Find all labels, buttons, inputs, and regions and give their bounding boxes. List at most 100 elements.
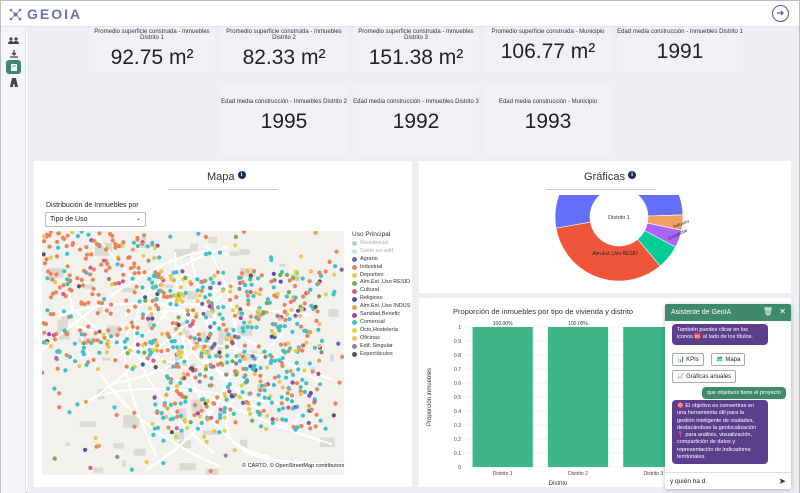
legend-item[interactable]: Residencial: [352, 240, 410, 248]
trash-icon[interactable]: 🗑: [762, 307, 773, 316]
map-point: [302, 389, 307, 394]
building: [203, 430, 219, 435]
legend-item[interactable]: Industrial: [352, 264, 410, 272]
map-point: [218, 412, 223, 417]
map-point: [256, 401, 261, 406]
y-tick-label: 0.8: [454, 353, 461, 359]
map-point: [203, 295, 208, 300]
map-point: [293, 348, 298, 354]
users-icon[interactable]: [6, 33, 21, 47]
map-point: [280, 356, 285, 361]
map-point: [70, 231, 75, 235]
map-point: [256, 392, 261, 397]
legend-dot: [352, 344, 357, 350]
map-point: [317, 358, 322, 363]
map-point: [331, 292, 336, 297]
distribution-select[interactable]: Tipo de Uso ⌄: [45, 212, 146, 227]
map-point: [283, 317, 288, 323]
map-point: [224, 337, 229, 342]
map-point: [286, 341, 291, 346]
map-point: [116, 256, 121, 262]
map-point: [144, 460, 149, 465]
map-point: [53, 280, 58, 285]
map-point: [333, 264, 338, 269]
map-point: [174, 299, 179, 304]
map-point: [300, 276, 305, 281]
map-point: [135, 243, 140, 249]
map-point: [132, 290, 137, 295]
legend-item[interactable]: Sanidad,Benefic: [352, 311, 410, 319]
map-point: [296, 367, 301, 372]
info-icon[interactable]: i: [628, 171, 637, 179]
map-point: [178, 285, 183, 290]
map-point: [153, 284, 159, 289]
building: [82, 284, 94, 289]
map-point: [150, 240, 155, 245]
legend-label: Industrial: [360, 263, 383, 270]
map-point: [256, 344, 261, 349]
map-point: [286, 290, 291, 295]
building: [163, 284, 173, 288]
map-view[interactable]: [42, 231, 344, 475]
close-icon[interactable]: ✕: [779, 307, 786, 316]
map-point: [115, 454, 120, 459]
legend-item[interactable]: Ocio,Hostelería: [352, 327, 410, 335]
map-point: [142, 350, 147, 355]
legend-item[interactable]: Cultural: [352, 287, 410, 295]
legend-item[interactable]: Oficinas: [352, 335, 410, 343]
map-point: [116, 243, 122, 249]
map-point: [173, 401, 178, 406]
legend-item[interactable]: Religioso: [352, 295, 410, 303]
kpi-value: 1992: [392, 110, 440, 133]
legend-item[interactable]: Comercial: [352, 319, 410, 327]
kpi-card: Promedio superficie construida - Inmuebl…: [89, 27, 215, 73]
map-point: [172, 339, 177, 344]
legend-label: Agrario: [360, 255, 378, 262]
map-point: [178, 354, 183, 360]
legend-item[interactable]: Deportivo: [352, 272, 410, 280]
map-point: [166, 425, 171, 430]
map-point: [275, 313, 280, 318]
map-point: [206, 299, 211, 304]
donut-slice: [554, 195, 601, 229]
map-point: [244, 379, 250, 384]
map-road-icon[interactable]: [6, 75, 21, 89]
map-point: [113, 358, 118, 363]
map-point: [159, 349, 164, 354]
legend-item[interactable]: Alm.Est.,Uso INDUS: [352, 303, 410, 311]
legend-dot: [352, 272, 357, 278]
mapa-chip[interactable]: 🗺️ Mapa: [711, 353, 746, 366]
legend-item[interactable]: Espectáculos: [352, 351, 410, 359]
distribution-label: Distribución de Inmuebles por: [46, 202, 139, 209]
bar-chart-title: Proporción de inmuebles por tipo de vivi…: [453, 307, 634, 316]
map-point: [153, 270, 158, 275]
map-point: [203, 234, 208, 240]
map-point: [168, 294, 173, 299]
download-icon[interactable]: [6, 47, 21, 61]
chevron-down-icon: ⌄: [135, 216, 141, 222]
legend-item[interactable]: Alm.Est.,Uso RESID: [352, 279, 410, 287]
logout-icon[interactable]: [772, 5, 789, 22]
map-point: [262, 349, 267, 354]
map-point: [176, 348, 182, 353]
map-point: [235, 335, 240, 340]
info-icon[interactable]: i: [237, 171, 246, 179]
send-icon[interactable]: ➤: [778, 476, 786, 486]
map-point: [147, 306, 153, 311]
map-point: [229, 335, 234, 340]
legend-item[interactable]: Agrario: [352, 256, 410, 264]
map-point: [272, 278, 277, 283]
map-point: [114, 413, 119, 418]
map-point: [108, 311, 113, 316]
kpi-label: Promedio superficie construida - Inmuebl…: [226, 29, 342, 41]
map-point: [317, 322, 322, 327]
map-point: [220, 362, 225, 367]
chat-input[interactable]: y quién ha d ➤: [665, 472, 791, 489]
legend-item[interactable]: Suelo sin edif.: [352, 248, 410, 256]
legend-item[interactable]: Edif. Singular: [352, 343, 410, 351]
map-point: [126, 255, 131, 260]
map-point: [302, 328, 307, 333]
book-icon[interactable]: [6, 60, 21, 74]
graficas-chip[interactable]: 📈 Gráficas anuales: [672, 370, 737, 383]
